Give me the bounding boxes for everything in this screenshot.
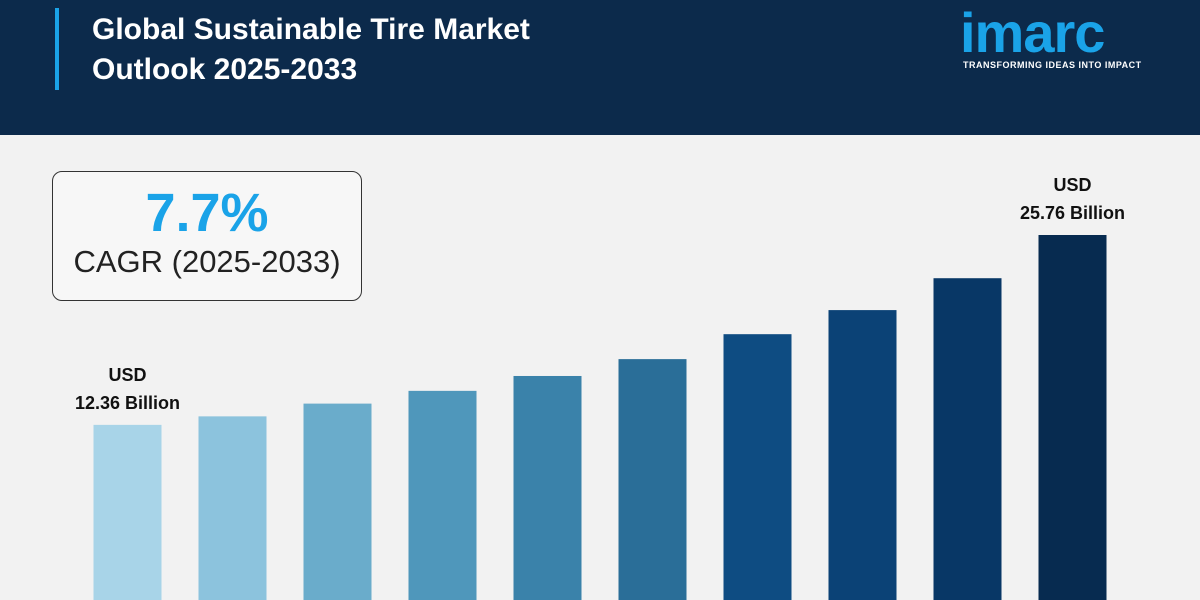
bar [408,390,477,600]
bar [723,334,792,600]
cagr-value: 7.7% [145,183,269,243]
header: Global Sustainable Tire Market Outlook 2… [0,0,1200,135]
bar [828,310,897,600]
bar [933,278,1002,600]
value-label: USD 12.36 Billion [74,364,181,413]
cagr-label: CAGR (2025-2033) [73,244,341,279]
value-label: USD 25.76 Billion [1019,175,1126,223]
cagr-box: 7.7% CAGR (2025-2033) [52,171,362,301]
tagline: TRANSFORMING IDEAS INTO IMPACT [963,60,1142,70]
logo: imarc [960,1,1105,64]
bar [618,359,687,600]
bar [513,375,582,600]
bar [93,424,162,600]
bar [198,416,267,600]
bar [1038,235,1107,600]
chart-title: Global Sustainable Tire Market Outlook 2… [92,13,530,86]
accent-bar [55,8,59,90]
bar [303,403,372,600]
